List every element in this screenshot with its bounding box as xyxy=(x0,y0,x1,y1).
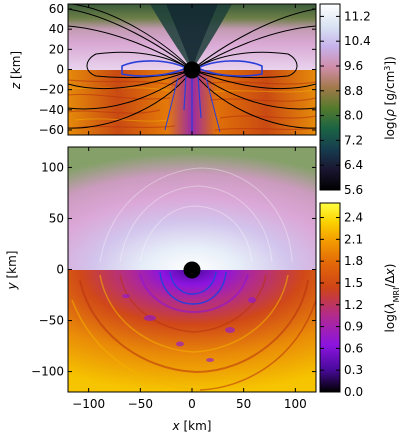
top-y-tick-label: 20 xyxy=(49,42,64,56)
density-colorbar: 11.2 10.4 9.6 8.8 8.0 7.2 6.4 5.6 log(ρ [g/cm3]… xyxy=(319,3,398,197)
mri-colorbar: 2.4 2.1 1.8 1.5 1.2 0.9 0.6 0.3 0.0 log(λMRI/Δx) xyxy=(319,202,401,399)
bottom-y-ticks: 100 50 0 −50 −100 xyxy=(31,160,316,379)
mri-colorbar-tick-label: 0.0 xyxy=(344,385,363,399)
bottom-density-swirls xyxy=(99,167,293,263)
mri-colorbar-tick-label: 2.4 xyxy=(344,211,363,225)
density-colorbar-tick-label: 10.4 xyxy=(344,34,371,48)
bottom-density-field xyxy=(68,147,316,270)
bottom-panel: 100 50 0 −50 −100 −100 −50 0 50 100 y [km] x [km… xyxy=(5,146,317,433)
top-y-tick-label: 60 xyxy=(49,2,64,16)
top-y-tick-label: −20 xyxy=(39,83,64,97)
mri-colorbar-ticks: 2.4 2.1 1.8 1.5 1.2 0.9 0.6 0.3 0.0 xyxy=(320,211,363,399)
bottom-mri-field xyxy=(68,270,316,392)
bottom-x-tick-label: −50 xyxy=(128,397,153,411)
top-y-ticks: 60 40 20 0 −20 −40 −60 xyxy=(39,2,316,137)
mri-colorbar-tick-label: 2.1 xyxy=(344,232,363,246)
density-colorbar-tick-label: 8.0 xyxy=(344,109,363,123)
mri-colorbar-gradient xyxy=(319,202,341,393)
density-colorbar-tick-label: 8.8 xyxy=(344,84,363,98)
top-black-hole xyxy=(183,61,201,79)
density-colorbar-label: log(ρ [g/cm3]) xyxy=(383,56,398,140)
density-colorbar-tick-label: 7.2 xyxy=(344,133,363,147)
bottom-x-tick-label: 50 xyxy=(236,397,251,411)
mri-colorbar-tick-label: 1.8 xyxy=(344,254,363,268)
mri-colorbar-label: log(λMRI/Δx) xyxy=(383,264,401,333)
bottom-x-tick-label: −100 xyxy=(72,397,105,411)
mri-colorbar-tick-label: 0.6 xyxy=(344,341,363,355)
bottom-y-tick-label: −100 xyxy=(31,365,64,379)
mri-colorbar-tick-label: 1.5 xyxy=(344,276,363,290)
mri-colorbar-tick-label: 0.9 xyxy=(344,320,363,334)
bottom-blue-rings xyxy=(159,271,227,305)
density-colorbar-tick-label: 5.6 xyxy=(344,183,363,197)
mri-colorbar-tick-label: 0.3 xyxy=(344,363,363,377)
bottom-y-tick-label: 50 xyxy=(49,211,64,225)
top-x-tick-marks xyxy=(88,4,296,135)
top-panel: 60 40 20 0 −20 −40 −60 z [km] xyxy=(9,2,317,137)
bottom-x-axis-label: x [km] xyxy=(172,419,212,433)
bottom-y-axis-label: y [km] xyxy=(5,251,19,291)
density-colorbar-tick-label: 6.4 xyxy=(344,158,363,172)
bottom-x-tick-label: 100 xyxy=(284,397,307,411)
bottom-x-tick-label: 0 xyxy=(188,397,196,411)
bottom-mri-texture xyxy=(71,273,316,391)
density-colorbar-tick-label: 9.6 xyxy=(344,59,363,73)
bottom-y-tick-label: 0 xyxy=(56,263,64,277)
top-y-tick-label: 40 xyxy=(49,22,64,36)
mri-colorbar-tick-label: 1.2 xyxy=(344,298,363,312)
top-y-tick-label: −60 xyxy=(39,123,64,137)
top-y-axis-label: z [km] xyxy=(9,51,23,90)
bottom-y-tick-label: −50 xyxy=(39,314,64,328)
density-colorbar-tick-label: 11.2 xyxy=(344,9,371,23)
bottom-x-ticks: −100 −50 0 50 100 xyxy=(72,147,307,411)
top-y-tick-label: 0 xyxy=(56,63,64,77)
density-colorbar-ticks: 11.2 10.4 9.6 8.8 8.0 7.2 6.4 5.6 xyxy=(320,9,371,197)
density-colorbar-gradient xyxy=(319,3,341,191)
bottom-y-tick-label: 100 xyxy=(41,160,64,174)
top-y-tick-label: −40 xyxy=(39,103,64,117)
bottom-purple-patches xyxy=(122,294,256,362)
bottom-black-hole xyxy=(183,261,201,279)
